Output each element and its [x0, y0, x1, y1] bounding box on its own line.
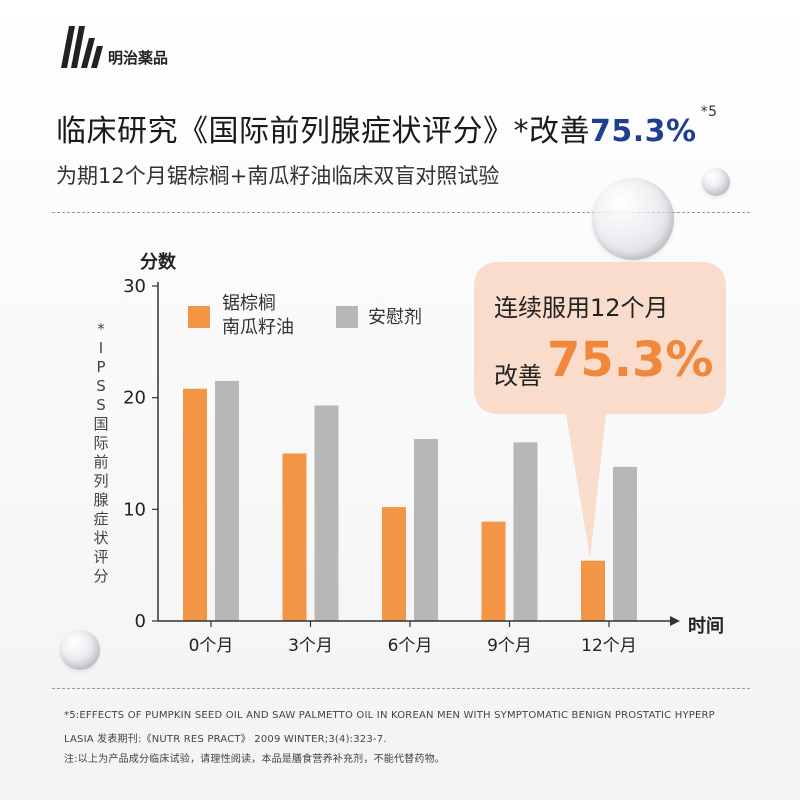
- legend-label-supplement: 锯棕榈 南瓜籽油: [222, 292, 294, 340]
- x-tick-label: 0个月: [189, 636, 234, 656]
- footnote-reference: *5:EFFECTS OF PUMPKIN SEED OIL AND SAW P…: [64, 710, 715, 721]
- legend-label-line2: 南瓜籽油: [222, 317, 294, 338]
- x-axis-title: 时间: [688, 616, 724, 637]
- bar-placebo: [215, 380, 239, 621]
- x-tick-label: 3个月: [288, 636, 333, 656]
- y-axis-vertical-label: * I P S S 国际前列腺症状评分: [93, 320, 109, 585]
- bar-placebo: [613, 466, 637, 621]
- y-tick-label: 10: [123, 499, 146, 520]
- title-highlight: 75.3%: [590, 114, 697, 149]
- callout-prefix: 改善: [494, 362, 542, 390]
- bar-supplement: [183, 388, 207, 621]
- page-subtitle: 为期12个月锯棕榈+南瓜籽油临床双盲对照试验: [56, 164, 500, 188]
- x-axis-arrow-icon: [670, 616, 680, 626]
- bar-supplement: [581, 560, 605, 621]
- divider-bottom: [52, 688, 750, 689]
- divider-top: [52, 212, 750, 213]
- x-tick-label: 6个月: [388, 636, 433, 656]
- bar-supplement: [282, 453, 307, 621]
- brand-name: 明治薬品: [108, 49, 169, 67]
- legend-label-placebo: 安慰剂: [368, 307, 422, 328]
- bar-placebo: [414, 438, 438, 621]
- bar-placebo: [314, 405, 339, 621]
- y-axis-title: 分数: [140, 252, 176, 273]
- title-main: 临床研究《国际前列腺症状评分》*改善: [56, 114, 590, 149]
- legend-label-line1: 锯棕榈: [222, 293, 276, 314]
- legend-swatch-supplement: [188, 306, 210, 328]
- water-drop-icon: [592, 178, 674, 260]
- title-footnote-ref: *5: [700, 104, 718, 120]
- bar-placebo: [513, 442, 538, 621]
- brand-logo-icon: [61, 26, 103, 68]
- bar-supplement: [481, 521, 506, 621]
- water-drop-icon: [702, 168, 730, 196]
- footnote-disclaimer: 注:以上为产品成分临床试验，请理性阅读，本品是膳食营养补充剂，不能代替药物。: [64, 754, 445, 765]
- callout-value: 75.3%: [547, 332, 714, 388]
- callout-bubble: [474, 262, 726, 558]
- y-tick-label: 20: [123, 388, 146, 409]
- footnote-journal: LASIA 发表期刊:《NUTR RES PRACT》 2009 WINTER;…: [64, 734, 387, 745]
- page-title: 临床研究《国际前列腺症状评分》*改善75.3%*5: [56, 104, 718, 150]
- bar-supplement: [382, 507, 406, 621]
- x-tick-label: 9个月: [487, 636, 532, 656]
- y-tick-label: 0: [135, 611, 146, 632]
- x-tick-label: 12个月: [581, 636, 637, 656]
- legend-swatch-placebo: [336, 306, 358, 328]
- water-drop-icon: [60, 630, 100, 670]
- callout-title: 连续服用12个月: [494, 294, 669, 322]
- y-tick-label: 30: [123, 276, 146, 297]
